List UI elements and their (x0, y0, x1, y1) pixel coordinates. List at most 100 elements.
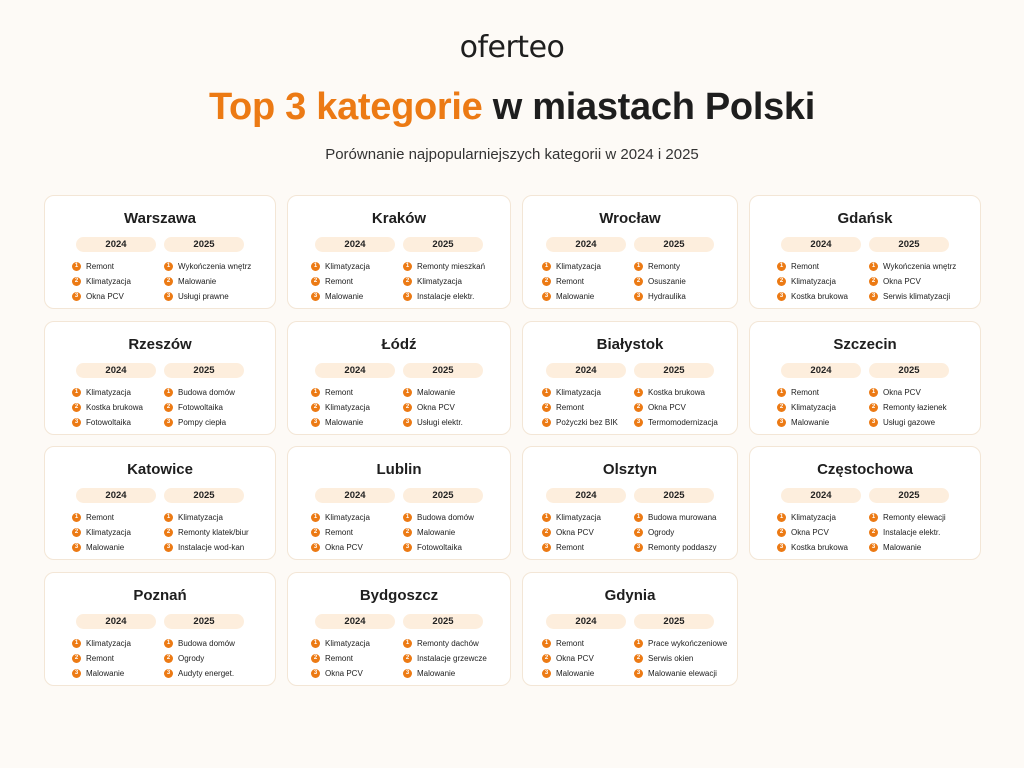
category-list-2025: 1 Klimatyzacja 2 Remonty klatek/biur 3 Instal… (164, 510, 249, 555)
category-list-2025: 1 Budowa domów 2 Fotowoltaika 3 Pompy ciepła (164, 385, 248, 430)
rank-badge: 2 (164, 403, 173, 412)
category-columns: 1 Klimatyzacja 2 Remont 3 Okna PCV 1 Budowa dom… (288, 510, 510, 555)
category-label: Kostka brukowa (86, 403, 143, 412)
category-item: 2 Malowanie (403, 525, 487, 540)
rank-badge: 3 (542, 292, 551, 301)
category-label: Klimatyzacja (556, 262, 601, 271)
category-label: Serwis okien (648, 654, 694, 663)
year-headers: 2024 2025 (45, 237, 275, 252)
category-columns: 1 Klimatyzacja 2 Remont 3 Malowanie 1 Budowa do… (45, 636, 275, 681)
category-list-2024: 1 Klimatyzacja 2 Remont 3 Okna PCV (311, 636, 395, 681)
rank-badge: 3 (634, 292, 643, 301)
category-item: 3 Malowanie (869, 540, 953, 555)
category-item: 3 Remonty poddaszy (634, 540, 718, 555)
year-headers: 2024 2025 (523, 237, 737, 252)
category-item: 3 Fotowoltaika (403, 540, 487, 555)
category-item: 1 Remonty (634, 259, 718, 274)
category-label: Wykończenia wnętrz (883, 262, 957, 271)
category-label: Okna PCV (556, 528, 594, 537)
category-label: Osuszanie (648, 277, 686, 286)
category-label: Wykończenia wnętrz (178, 262, 252, 271)
category-item: 3 Fotowoltaika (72, 415, 156, 430)
rank-badge: 1 (164, 513, 173, 522)
rank-badge: 1 (403, 513, 412, 522)
category-list-2024: 1 Klimatyzacja 2 Okna PCV 3 Kostka brukowa (777, 510, 861, 555)
category-label: Budowa domów (417, 513, 474, 522)
category-label: Kostka brukowa (791, 543, 848, 552)
category-label: Instalacje wod-kan (178, 543, 245, 552)
category-label: Instalacje elektr. (883, 528, 941, 537)
rank-badge: 1 (403, 639, 412, 648)
rank-badge: 2 (311, 277, 320, 286)
category-list-2024: 1 Klimatyzacja 2 Remont 3 Pożyczki bez BIK (542, 385, 626, 430)
category-label: Malowanie (791, 418, 830, 427)
category-list-2024: 1 Remont 2 Klimatyzacja 3 Malowanie (72, 510, 156, 555)
category-label: Budowa domów (178, 388, 235, 397)
category-item: 3 Okna PCV (311, 540, 395, 555)
rank-badge: 3 (634, 418, 643, 427)
category-item: 1 Klimatyzacja (542, 385, 626, 400)
year-2025-label: 2025 (403, 488, 483, 503)
category-label: Klimatyzacja (86, 388, 131, 397)
year-2025-label: 2025 (634, 614, 714, 629)
city-card-poznan: Poznań 2024 2025 1 Klimatyzacja 2 Remont 3 Malow… (44, 572, 276, 686)
city-card-czestochowa: Częstochowa 2024 2025 1 Klimatyzacja 2 Okna PC… (749, 446, 981, 560)
category-label: Klimatyzacja (86, 277, 131, 286)
category-label: Klimatyzacja (791, 513, 836, 522)
category-item: 1 Wykończenia wnętrz (869, 259, 957, 274)
rank-badge: 1 (777, 513, 786, 522)
rank-badge: 3 (777, 292, 786, 301)
category-list-2025: 1 Remonty 2 Osuszanie 3 Hydraulika (634, 259, 718, 304)
city-card-szczecin: Szczecin 2024 2025 1 Remont 2 Klimatyzacja 3 Mal… (749, 321, 981, 435)
rank-badge: 2 (164, 654, 173, 663)
category-item: 2 Instalacje elektr. (869, 525, 953, 540)
category-columns: 1 Klimatyzacja 2 Remont 3 Okna PCV 1 Remonty da… (288, 636, 510, 681)
category-item: 2 Remont (542, 274, 626, 289)
year-2025-label: 2025 (869, 488, 949, 503)
category-item: 2 Okna PCV (777, 525, 861, 540)
category-item: 2 Kostka brukowa (72, 400, 156, 415)
rank-badge: 3 (311, 292, 320, 301)
city-card-katowice: Katowice 2024 2025 1 Remont 2 Klimatyzacja 3 Mal… (44, 446, 276, 560)
category-item: 2 Klimatyzacja (72, 274, 156, 289)
category-label: Audyty energet. (178, 669, 235, 678)
category-item: 3 Malowanie (72, 666, 156, 681)
rank-badge: 3 (542, 669, 551, 678)
rank-badge: 1 (869, 262, 878, 271)
category-list-2025: 1 Remonty mieszkań 2 Klimatyzacja 3 Instalacj… (403, 259, 487, 304)
rank-badge: 3 (869, 543, 878, 552)
category-item: 2 Okna PCV (869, 274, 953, 289)
category-label: Okna PCV (325, 669, 363, 678)
rank-badge: 3 (72, 292, 81, 301)
year-2024-label: 2024 (781, 363, 861, 378)
category-label: Malowanie (556, 669, 595, 678)
year-headers: 2024 2025 (288, 488, 510, 503)
rank-badge: 2 (403, 277, 412, 286)
category-label: Remont (325, 277, 354, 286)
category-item: 1 Remonty dachów (403, 636, 487, 651)
category-label: Malowanie (86, 543, 125, 552)
category-columns: 1 Klimatyzacja 2 Remont 3 Malowanie 1 Remonty 2 O… (523, 259, 737, 304)
category-item: 2 Remonty łazienek (869, 400, 953, 415)
rank-badge: 1 (634, 639, 643, 648)
rank-badge: 3 (164, 418, 173, 427)
rank-badge: 1 (72, 639, 81, 648)
category-item: 3 Audyty energet. (164, 666, 248, 681)
category-columns: 1 Remont 2 Okna PCV 3 Malowanie 1 Prace wykończ… (523, 636, 737, 681)
category-item: 2 Okna PCV (542, 651, 626, 666)
rank-badge: 2 (869, 528, 878, 537)
rank-badge: 2 (777, 528, 786, 537)
rank-badge: 3 (634, 669, 643, 678)
rank-badge: 2 (777, 277, 786, 286)
rank-badge: 2 (72, 403, 81, 412)
year-2024-label: 2024 (76, 614, 156, 629)
category-item: 3 Usługi elektr. (403, 415, 487, 430)
category-item: 1 Remont (542, 636, 626, 651)
category-label: Ogrody (178, 654, 205, 663)
year-2025-label: 2025 (403, 363, 483, 378)
category-item: 2 Malowanie (164, 274, 248, 289)
category-label: Remont (791, 262, 820, 271)
category-label: Usługi prawne (178, 292, 229, 301)
category-item: 2 Remonty klatek/biur (164, 525, 249, 540)
year-2025-label: 2025 (164, 237, 244, 252)
